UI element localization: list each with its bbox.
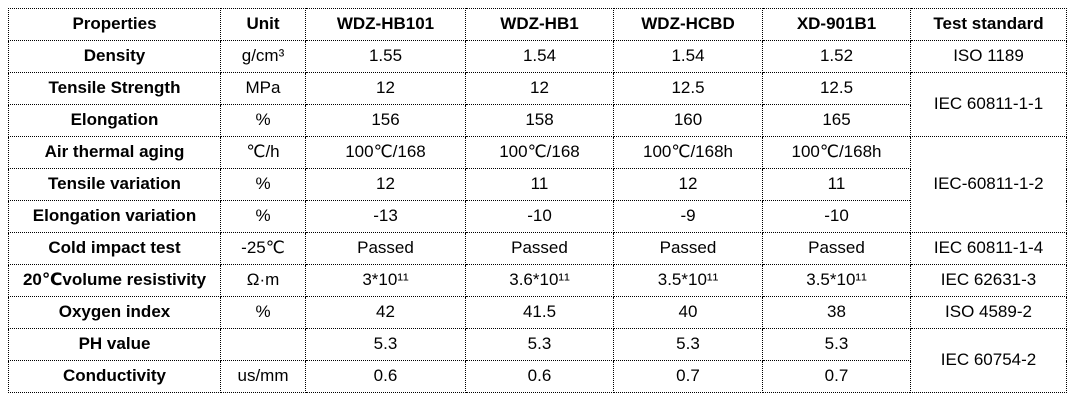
table-row-density: Density g/cm³ 1.55 1.54 1.54 1.52 ISO 11… <box>8 40 1067 73</box>
standard-cell: ISO 1189 <box>910 40 1067 73</box>
value-cell: 1.54 <box>465 40 614 73</box>
table-row-tensile-variation: Tensile variation % 12 11 12 11 <box>8 168 1067 201</box>
value-cell: 0.6 <box>305 360 466 393</box>
value-cell: 156 <box>305 104 466 137</box>
value-cell: 5.3 <box>613 328 763 361</box>
value-cell: 41.5 <box>465 296 614 329</box>
value-cell: Passed <box>613 232 763 265</box>
value-cell: 3.6*10¹¹ <box>465 264 614 297</box>
unit-cell: % <box>220 104 306 137</box>
column-header-wdz-hb1: WDZ-HB1 <box>465 8 614 41</box>
value-cell: 12 <box>305 168 466 201</box>
column-header-test-standard: Test standard <box>910 8 1067 41</box>
column-header-unit: Unit <box>220 8 306 41</box>
value-cell: 5.3 <box>305 328 466 361</box>
property-cell: Cold impact test <box>8 232 221 265</box>
property-cell: Density <box>8 40 221 73</box>
value-cell: 11 <box>762 168 911 201</box>
value-cell: 5.3 <box>762 328 911 361</box>
value-cell: 158 <box>465 104 614 137</box>
table-row-volume-resistivity: 20℃volume resistivity Ω·m 3*10¹¹ 3.6*10¹… <box>8 264 1067 297</box>
standard-cell: IEC 62631-3 <box>910 264 1067 297</box>
value-cell: -9 <box>613 200 763 233</box>
unit-cell: us/mm <box>220 360 306 393</box>
value-cell: 12 <box>305 72 466 105</box>
value-cell: 1.55 <box>305 40 466 73</box>
value-cell: 1.54 <box>613 40 763 73</box>
value-cell: 12 <box>613 168 763 201</box>
unit-cell: g/cm³ <box>220 40 306 73</box>
header-row: Properties Unit WDZ-HB101 WDZ-HB1 WDZ-HC… <box>8 8 1067 41</box>
column-header-wdz-hcbd: WDZ-HCBD <box>613 8 763 41</box>
property-cell: Conductivity <box>8 360 221 393</box>
unit-cell: -25℃ <box>220 232 306 265</box>
column-header-xd-901b1: XD-901B1 <box>762 8 911 41</box>
column-header-wdz-hb101: WDZ-HB101 <box>305 8 466 41</box>
standard-cell: IEC 60811-1-4 <box>910 232 1067 265</box>
table-row-conductivity: Conductivity us/mm 0.6 0.6 0.7 0.7 <box>8 360 1067 393</box>
value-cell: 5.3 <box>465 328 614 361</box>
value-cell: 160 <box>613 104 763 137</box>
value-cell: 42 <box>305 296 466 329</box>
value-cell: 3*10¹¹ <box>305 264 466 297</box>
value-cell: 3.5*10¹¹ <box>762 264 911 297</box>
value-cell: 12.5 <box>762 72 911 105</box>
value-cell: -10 <box>762 200 911 233</box>
value-cell: -10 <box>465 200 614 233</box>
property-cell: Tensile Strength <box>8 72 221 105</box>
value-cell: 0.7 <box>613 360 763 393</box>
value-cell: Passed <box>305 232 466 265</box>
value-cell: 38 <box>762 296 911 329</box>
table-row-tensile-strength: Tensile Strength MPa 12 12 12.5 12.5 IEC… <box>8 72 1067 137</box>
standard-cell: IEC 60811-1-1 <box>910 72 1067 137</box>
value-cell: Passed <box>762 232 911 265</box>
value-cell: 165 <box>762 104 911 137</box>
unit-cell: Ω·m <box>220 264 306 297</box>
unit-cell: ℃/h <box>220 136 306 169</box>
unit-cell <box>220 328 306 361</box>
value-cell: -13 <box>305 200 466 233</box>
property-cell: PH value <box>8 328 221 361</box>
table-row-oxygen-index: Oxygen index % 42 41.5 40 38 ISO 4589-2 <box>8 296 1067 329</box>
table-row-cold-impact-test: Cold impact test -25℃ Passed Passed Pass… <box>8 232 1067 265</box>
value-cell: 0.6 <box>465 360 614 393</box>
unit-cell: MPa <box>220 72 306 105</box>
table-row-elongation: Elongation % 156 158 160 165 <box>8 104 1067 137</box>
value-cell: 0.7 <box>762 360 911 393</box>
property-cell: Oxygen index <box>8 296 221 329</box>
standard-cell: IEC 60754-2 <box>910 328 1067 393</box>
table-row-elongation-variation: Elongation variation % -13 -10 -9 -10 <box>8 200 1067 233</box>
value-cell: Passed <box>465 232 614 265</box>
property-cell: Air thermal aging <box>8 136 221 169</box>
unit-cell: % <box>220 296 306 329</box>
standard-cell: IEC-60811-1-2 <box>910 136 1067 233</box>
value-cell: 1.52 <box>762 40 911 73</box>
value-cell: 100℃/168h <box>613 136 763 169</box>
column-header-properties: Properties <box>8 8 221 41</box>
value-cell: 100℃/168 <box>465 136 614 169</box>
property-cell: Tensile variation <box>8 168 221 201</box>
value-cell: 11 <box>465 168 614 201</box>
value-cell: 12 <box>465 72 614 105</box>
spec-table: Properties Unit WDZ-HB101 WDZ-HB1 WDZ-HC… <box>8 8 1067 393</box>
value-cell: 40 <box>613 296 763 329</box>
unit-cell: % <box>220 200 306 233</box>
property-cell: Elongation variation <box>8 200 221 233</box>
property-cell: Elongation <box>8 104 221 137</box>
table-row-ph-value: PH value 5.3 5.3 5.3 5.3 IEC 60754-2 <box>8 328 1067 393</box>
table-row-air-thermal-aging: Air thermal aging ℃/h 100℃/168 100℃/168 … <box>8 136 1067 233</box>
unit-cell: % <box>220 168 306 201</box>
value-cell: 100℃/168 <box>305 136 466 169</box>
property-cell: 20℃volume resistivity <box>8 264 221 297</box>
value-cell: 12.5 <box>613 72 763 105</box>
value-cell: 100℃/168h <box>762 136 911 169</box>
standard-cell: ISO 4589-2 <box>910 296 1067 329</box>
value-cell: 3.5*10¹¹ <box>613 264 763 297</box>
